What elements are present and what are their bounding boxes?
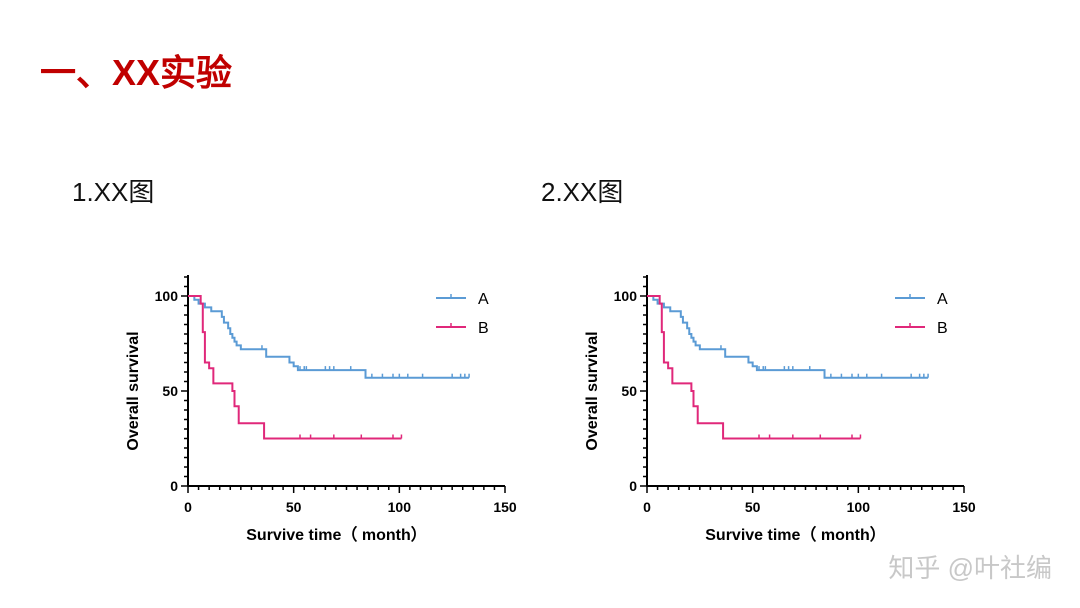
y-tick-label: 100 — [614, 288, 638, 304]
y-tick-label: 50 — [162, 383, 178, 399]
km-chart-1: 0 50 100 150 0 50 100 Survive time（ month） Overa… — [125, 275, 517, 544]
x-tick-label: 150 — [493, 499, 517, 515]
y-tick-label: 0 — [629, 478, 637, 494]
y-axis-label: Overall survival — [584, 331, 601, 450]
x-axis-label: Survive time（ month） — [705, 526, 885, 544]
survival-curve-A — [647, 295, 929, 379]
survival-curve-B — [647, 295, 861, 440]
x-tick-label: 150 — [952, 499, 976, 515]
chart-1-subtitle: 1.XX图 — [72, 177, 155, 207]
legend-label-B: B — [937, 320, 948, 337]
slide-title: 一、XX实验 — [40, 52, 233, 93]
legend-label-A: A — [937, 291, 948, 308]
x-tick-label: 0 — [184, 499, 192, 515]
chart-2-subtitle: 2.XX图 — [541, 177, 624, 207]
x-tick-label: 50 — [745, 499, 761, 515]
x-axis-label: Survive time（ month） — [246, 526, 426, 544]
y-axis-label: Overall survival — [125, 331, 142, 450]
x-tick-label: 0 — [643, 499, 651, 515]
legend-label-B: B — [478, 320, 489, 337]
survival-curve-A — [188, 295, 470, 379]
x-tick-label: 100 — [388, 499, 412, 515]
legend-label-A: A — [478, 291, 489, 308]
x-tick-label: 100 — [847, 499, 871, 515]
y-tick-label: 50 — [621, 383, 637, 399]
y-tick-label: 0 — [170, 478, 178, 494]
y-tick-label: 100 — [155, 288, 179, 304]
survival-curve-B — [188, 295, 402, 440]
km-chart-2: 0 50 100 150 0 50 100 Survive time（ month） Overa… — [584, 275, 976, 544]
watermark: 知乎 @叶社编 — [888, 553, 1052, 583]
x-tick-label: 50 — [286, 499, 302, 515]
